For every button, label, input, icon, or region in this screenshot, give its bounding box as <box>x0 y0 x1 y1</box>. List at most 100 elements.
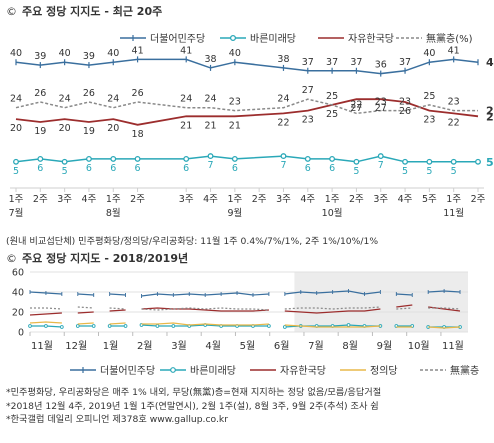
label-0-14: 37 <box>399 57 411 68</box>
x2-month-4: 3월 <box>171 340 187 352</box>
y-tick-3: 60 <box>12 268 24 279</box>
x-week-15: 4주 <box>398 194 413 205</box>
point2-1-8 <box>155 324 160 328</box>
x2-month-11: 10월 <box>408 340 430 352</box>
point2-1-1 <box>44 324 48 328</box>
x2-month-9: 8월 <box>342 340 358 352</box>
label-3-0: 24 <box>10 94 22 105</box>
label-0-6: 41 <box>180 45 192 56</box>
label-2-0: 20 <box>10 123 22 134</box>
point2-1-2 <box>60 325 64 329</box>
legend2-marker-1 <box>170 367 176 373</box>
label-1-14: 5 <box>402 166 408 177</box>
label-2-5: 18 <box>132 129 144 140</box>
x-week-5: 2주 <box>130 194 145 205</box>
label-1-17: 5 <box>486 156 494 169</box>
label-2-15: 23 <box>423 115 435 126</box>
label-2-2: 20 <box>59 123 71 134</box>
label-0-15: 40 <box>423 48 435 59</box>
x-week-13: 2주 <box>349 194 364 205</box>
point-1-9 <box>280 153 287 160</box>
label-2-6: 21 <box>180 120 192 131</box>
label-0-13: 36 <box>375 60 387 71</box>
x2-month-6: 5월 <box>240 340 256 352</box>
label-1-9: 7 <box>280 160 286 171</box>
legend2-label-1: 바른미래당 <box>190 365 236 377</box>
chart1-legend: 더불어민주당 바른미래당 자유한국당 無黨층(%) <box>120 32 473 45</box>
x-week-6: 3주 <box>179 194 194 205</box>
x2-month-7: 6월 <box>274 340 290 352</box>
point2-1-5 <box>107 324 112 328</box>
label-0-1: 39 <box>34 51 46 62</box>
label-0-3: 39 <box>83 51 95 62</box>
label-2-1: 19 <box>34 126 46 137</box>
point2-1-3 <box>75 324 80 328</box>
series2-line-4 <box>30 306 461 311</box>
chart2-legend: 더불어민주당 바른미래당 자유한국당 정의당 無黨층 <box>70 364 479 377</box>
point-1-14 <box>402 158 409 165</box>
label-3-10: 27 <box>302 85 314 96</box>
label-1-0: 5 <box>13 166 19 177</box>
label-3-1: 26 <box>34 88 46 99</box>
label-1-6: 6 <box>183 163 189 174</box>
label-3-16: 23 <box>448 97 460 108</box>
x-week-14: 3주 <box>373 194 388 205</box>
point-1-15 <box>426 158 433 165</box>
x-week-9: 2주 <box>252 194 267 205</box>
label-1-16: 5 <box>451 166 457 177</box>
point-1-13 <box>377 153 384 160</box>
point-1-17 <box>475 158 481 165</box>
point-1-8 <box>231 155 238 162</box>
x-week-18: 2주 <box>471 194 486 205</box>
footnote-1: *민주평화당, 우리공화당은 매주 1% 내외, 무당(無黨)층=현재 지지하는… <box>6 387 382 398</box>
legend-label-0: 더불어민주당 <box>150 33 205 45</box>
x2-month-1: 12월 <box>65 340 87 352</box>
x2-month-8: 7월 <box>308 340 324 352</box>
x-week-4: 1주 <box>106 194 121 205</box>
label-3-11: 25 <box>326 91 338 102</box>
label-3-14: 23 <box>399 97 411 108</box>
x2-month-10: 9월 <box>377 340 393 352</box>
chart1-series <box>13 56 481 165</box>
point-1-10 <box>304 155 311 162</box>
chart1-title-icon: © <box>6 5 17 18</box>
x-week-17: 1주 <box>446 194 461 205</box>
chart2-shaded-period <box>294 272 468 332</box>
legend-marker-1 <box>229 34 237 42</box>
point-1-0 <box>13 158 19 165</box>
footnote-2: *2018년 12월 4주, 2019년 1월 1주(연말연시), 2월 1주(… <box>6 400 379 412</box>
label-0-8: 40 <box>229 48 241 59</box>
chart2-grid: 0 20 40 60 <box>12 268 468 339</box>
label-2-10: 23 <box>302 115 314 126</box>
series-line-1 <box>15 155 478 163</box>
label-2-11: 25 <box>326 109 338 120</box>
label-0-11: 37 <box>326 57 338 68</box>
point2-1-9 <box>171 324 176 328</box>
label-1-2: 5 <box>62 166 68 177</box>
chart2-x-axis: 11월 12월 1월 2월 3월 4월 5월 6월 7월 8월 9월 10월 11월 <box>29 332 464 352</box>
label-1-7: 7 <box>208 160 214 171</box>
label-1-1: 6 <box>37 163 43 174</box>
legend2-label-2: 자유한국당 <box>280 365 326 377</box>
label-3-12: 22 <box>350 99 362 110</box>
y-tick-0: 0 <box>18 328 24 339</box>
label-1-3: 6 <box>86 163 92 174</box>
x-month-17: 11월 <box>443 207 464 219</box>
label-1-15: 5 <box>426 166 432 177</box>
chart2-title-icon: © <box>6 252 17 265</box>
recent-20-weeks-chart: © 주요 정당 지지도 - 최근 20주 더불어민주당 바른미래당 자유한국당 無黨층… <box>6 4 494 247</box>
point2-1-4 <box>91 324 96 328</box>
label-2-14: 26 <box>399 106 411 117</box>
x-week-11: 4주 <box>300 194 315 205</box>
label-2-9: 22 <box>277 117 289 128</box>
legend2-label-3: 정의당 <box>370 365 398 377</box>
y-tick-1: 20 <box>12 308 24 319</box>
point-1-12 <box>353 158 360 165</box>
point-1-7 <box>207 153 214 160</box>
legend-label-2: 자유한국당 <box>348 33 394 45</box>
label-3-3: 26 <box>83 88 95 99</box>
label-1-5: 6 <box>135 163 141 174</box>
label-0-10: 37 <box>302 57 314 68</box>
x-week-8: 1주 <box>227 194 242 205</box>
